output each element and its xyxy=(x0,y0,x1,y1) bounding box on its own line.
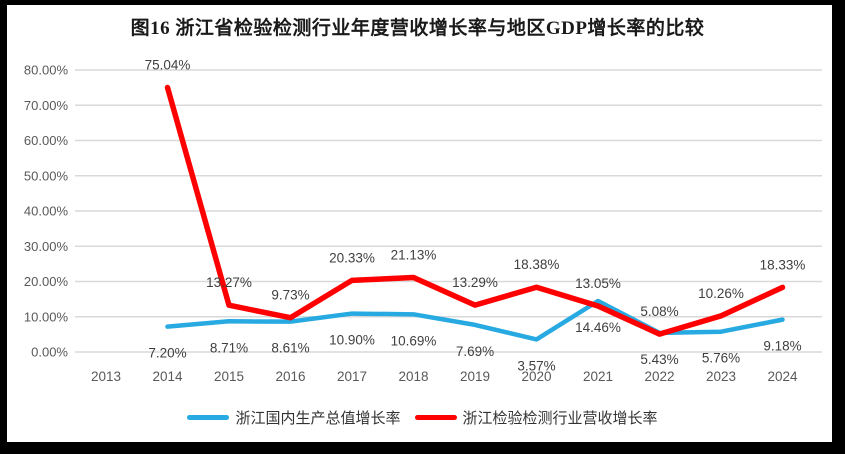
x-axis-tick-label: 2017 xyxy=(337,369,367,384)
y-axis-tick-label: 20.00% xyxy=(24,274,69,289)
data-point-label: 10.90% xyxy=(329,333,375,348)
data-point-label: 14.46% xyxy=(575,320,621,335)
frame-border-left xyxy=(0,0,7,454)
data-point-label: 8.61% xyxy=(271,341,309,356)
y-axis-tick-label: 50.00% xyxy=(24,168,69,183)
legend-swatch-gdp-growth xyxy=(187,415,230,420)
data-point-label: 7.20% xyxy=(148,346,186,361)
x-axis-tick-label: 2015 xyxy=(214,369,244,384)
frame-border-right xyxy=(832,0,845,454)
x-axis-tick-label: 2023 xyxy=(706,369,736,384)
x-axis-tick-label: 2018 xyxy=(398,369,428,384)
chart-legend: 浙江国内生产总值增长率 浙江检验检测行业营收增长率 xyxy=(0,407,845,428)
data-point-label: 13.27% xyxy=(206,275,252,290)
data-point-label: 7.69% xyxy=(456,344,494,359)
series-line-1 xyxy=(164,84,786,337)
x-axis-tick-label: 2016 xyxy=(275,369,305,384)
series-line-0 xyxy=(165,298,785,342)
chart-title: 图16 浙江省检验检测行业年度营收增长率与地区GDP增长率的比较 xyxy=(130,18,705,39)
y-axis-tick-label: 10.00% xyxy=(24,309,69,324)
legend-label-testing-revenue-growth: 浙江检验检测行业营收增长率 xyxy=(462,410,658,427)
legend-item-gdp-growth: 浙江国内生产总值增长率 xyxy=(187,407,401,428)
legend-label-gdp-growth: 浙江国内生产总值增长率 xyxy=(235,410,401,427)
data-point-label: 21.13% xyxy=(391,248,437,263)
x-axis-tick-label: 2022 xyxy=(644,369,674,384)
data-point-label: 10.26% xyxy=(698,286,744,301)
data-point-label: 18.38% xyxy=(514,257,560,272)
y-axis-tick-label: 30.00% xyxy=(24,239,69,254)
data-point-label: 75.04% xyxy=(145,57,191,72)
y-axis-tick-label: 40.00% xyxy=(24,204,69,219)
x-axis-tick-label: 2014 xyxy=(152,369,183,384)
x-axis-tick-label: 2013 xyxy=(91,369,121,384)
data-point-label: 5.43% xyxy=(640,352,678,367)
data-point-label: 9.73% xyxy=(271,288,309,303)
x-axis-tick-label: 2024 xyxy=(767,369,798,384)
legend-swatch-testing-revenue-growth xyxy=(414,415,457,420)
data-point-label: 5.76% xyxy=(702,351,740,366)
data-point-label: 20.33% xyxy=(329,250,375,265)
legend-item-testing-revenue-growth: 浙江检验检测行业营收增长率 xyxy=(414,407,658,428)
data-point-label: 13.05% xyxy=(575,276,621,291)
y-axis-tick-label: 80.00% xyxy=(24,63,69,78)
frame-border-bottom xyxy=(0,442,845,454)
data-point-label: 10.69% xyxy=(391,333,437,348)
x-axis-tick-label: 2021 xyxy=(583,369,613,384)
data-point-label: 9.18% xyxy=(763,339,801,354)
data-point-label: 13.29% xyxy=(452,275,498,290)
data-point-label: 5.08% xyxy=(640,304,678,319)
data-point-label: 18.33% xyxy=(760,257,806,272)
y-axis-tick-label: 0.00% xyxy=(31,345,68,360)
data-point-label: 3.57% xyxy=(517,358,555,373)
x-axis-tick-label: 2020 xyxy=(521,369,551,384)
data-point-label: 8.71% xyxy=(210,340,248,355)
y-axis-tick-label: 60.00% xyxy=(24,133,69,148)
frame-border-top xyxy=(0,0,845,5)
x-axis-tick-label: 2019 xyxy=(460,369,490,384)
y-axis-tick-label: 70.00% xyxy=(24,98,69,113)
